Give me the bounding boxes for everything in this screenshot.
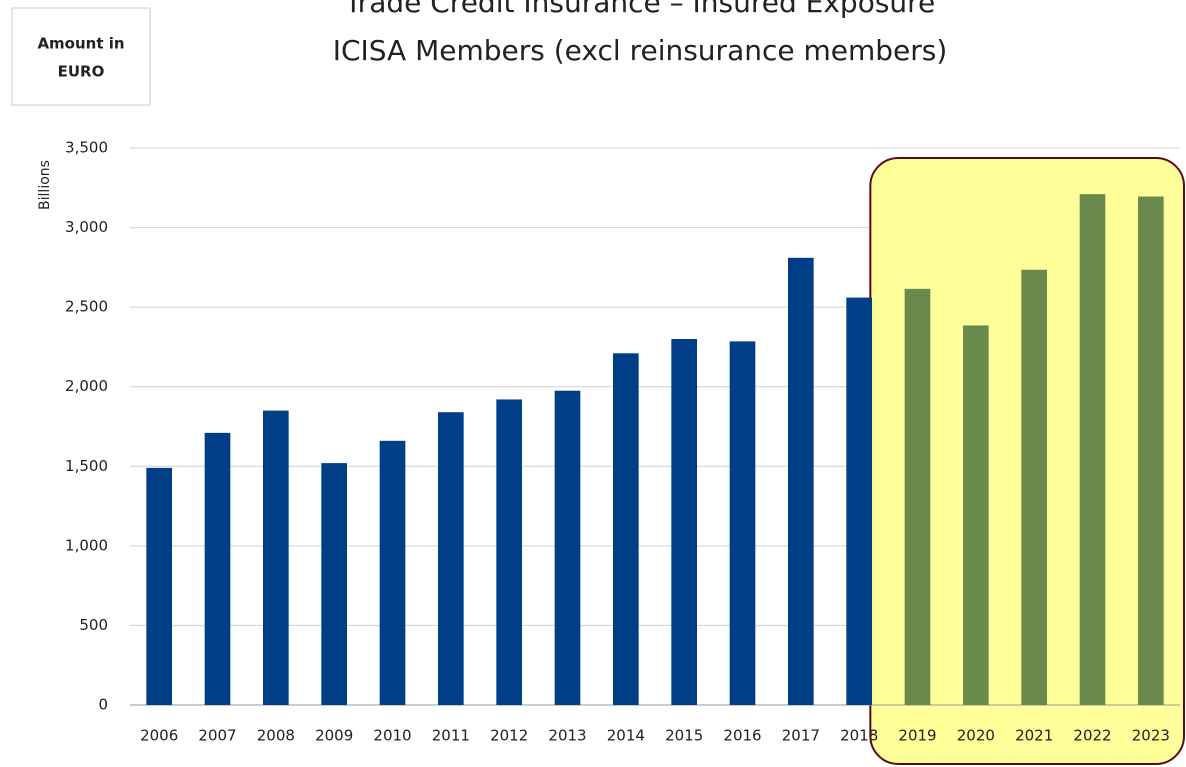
bar: [321, 463, 347, 705]
chart-title: Trade Credit Insurance – Insured Exposur…: [344, 0, 936, 19]
bar: [1021, 269, 1047, 705]
x-tick-label: 2020: [957, 727, 995, 745]
x-tick-label: 2009: [315, 727, 353, 745]
annotation: EURO: [58, 63, 105, 81]
y-tick-label: 2,500: [65, 298, 108, 316]
x-tick-label: 2023: [1132, 727, 1170, 745]
bar: [788, 257, 814, 705]
x-tick-label: 2022: [1073, 727, 1111, 745]
y-tick-label: 1,000: [65, 536, 108, 554]
x-tick-label: 2013: [548, 727, 586, 745]
y-tick-label: 1,500: [65, 457, 108, 475]
bar: [554, 390, 581, 705]
y-tick-label: 3,000: [65, 218, 108, 236]
bar: [729, 341, 756, 705]
y-tick-label: 0: [98, 696, 108, 714]
x-tick-label: 2021: [1015, 727, 1053, 745]
x-tick-label: 2017: [782, 727, 820, 745]
bar: [263, 410, 289, 705]
bar: [1079, 194, 1106, 705]
bar: [204, 432, 231, 705]
bar: [438, 412, 464, 705]
x-tick-label: 2011: [432, 727, 470, 745]
x-tick-label: 2015: [665, 727, 703, 745]
x-tick-label: 2008: [257, 727, 295, 745]
bar: [613, 353, 639, 705]
bar: [1138, 196, 1164, 705]
x-tick-label: 2014: [607, 727, 645, 745]
x-tick-label: 2019: [898, 727, 936, 745]
bar: [963, 325, 989, 705]
bar: [904, 288, 931, 705]
x-tick-label: 2018: [840, 727, 878, 745]
annotation-box: [11, 7, 151, 106]
y-tick-label: 2,000: [65, 377, 108, 395]
x-tick-label: 2012: [490, 727, 528, 745]
bar: [496, 399, 522, 705]
y-tick-label: 3,500: [65, 139, 108, 157]
chart-subtitle: ICISA Members (excl reinsurance members): [333, 34, 948, 67]
bar: [379, 440, 406, 705]
x-tick-label: 2007: [198, 727, 236, 745]
y-axis-label: Billions: [37, 160, 53, 210]
y-tick-label: 500: [79, 616, 108, 634]
bar: [846, 297, 872, 705]
bar: [671, 338, 697, 705]
bar: [146, 467, 172, 705]
x-tick-label: 2006: [140, 727, 178, 745]
x-tick-label: 2010: [373, 727, 411, 745]
x-tick-label: 2016: [723, 727, 761, 745]
annotation: Amount in: [37, 35, 124, 53]
